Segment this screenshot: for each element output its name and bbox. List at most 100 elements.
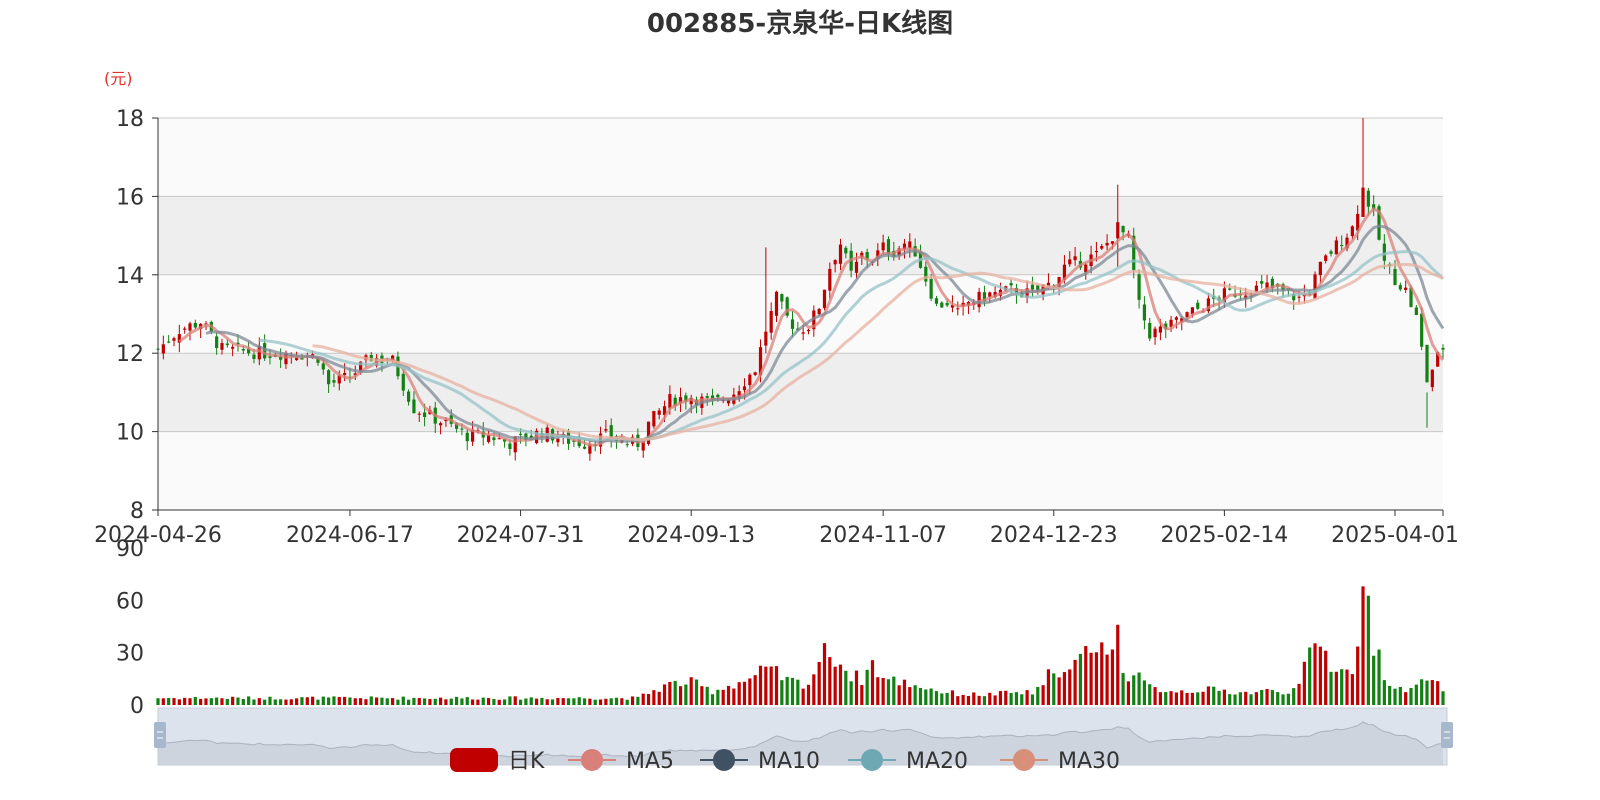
candle-body — [1318, 261, 1322, 276]
candle — [924, 261, 928, 287]
candle-body — [460, 428, 464, 430]
candle-body — [764, 331, 768, 346]
volume-bar — [1142, 680, 1147, 705]
volume-bar — [897, 685, 901, 705]
candle-body — [1137, 274, 1141, 300]
volume-bar — [412, 697, 416, 705]
candle — [678, 387, 683, 413]
candle — [673, 394, 677, 411]
volume-bar — [172, 698, 176, 705]
volume-bar — [359, 698, 363, 705]
candle-body — [1366, 190, 1370, 207]
volume-bar — [1420, 679, 1424, 705]
candle — [1260, 274, 1264, 289]
volume-bar — [316, 699, 320, 705]
candle-body — [1297, 296, 1301, 298]
volume-bar — [1308, 647, 1312, 705]
volume-bar — [369, 696, 373, 705]
candle-body — [774, 291, 779, 316]
volume-bar — [1132, 675, 1136, 705]
volume-bar — [1105, 654, 1109, 705]
candle-body — [1265, 282, 1269, 289]
price-unit-label: (元) — [104, 69, 133, 88]
candle — [1340, 235, 1344, 251]
candle — [769, 302, 773, 340]
volume-bar — [577, 697, 581, 705]
volume-bar — [1036, 686, 1040, 705]
legend-item-ma30[interactable]: MA30 — [1000, 749, 1120, 774]
legend-item-ma10[interactable]: MA10 — [700, 749, 820, 774]
volume-bar — [161, 698, 165, 705]
candle-body — [407, 391, 411, 402]
volume-bar — [550, 699, 555, 705]
candle — [609, 418, 613, 448]
volume-bar — [257, 698, 261, 705]
volume-bar — [454, 696, 459, 705]
candle-body — [470, 429, 475, 442]
candle-body — [801, 332, 805, 334]
candle — [1334, 236, 1338, 255]
data-zoom-slider[interactable] — [154, 707, 1453, 766]
candle — [1105, 234, 1109, 251]
volume-bar — [774, 666, 779, 705]
candle-body — [833, 260, 837, 265]
chart-legend: 日K MA5 MA10 MA20 MA30 — [450, 748, 1120, 774]
candle-body — [950, 305, 955, 308]
candle-body — [1260, 281, 1264, 284]
volume-bar — [241, 699, 245, 705]
volume-bar — [289, 699, 293, 705]
volume-bar — [1009, 693, 1013, 705]
candle-body — [929, 278, 933, 299]
volume-bar — [694, 679, 699, 705]
candle-body — [1196, 302, 1200, 309]
candle-body — [582, 446, 587, 449]
volume-bar — [582, 698, 587, 705]
volume-bar — [860, 685, 864, 705]
candle-body — [513, 436, 517, 453]
candle-body — [193, 322, 197, 328]
candle — [657, 407, 661, 420]
volume-bar — [1046, 669, 1051, 705]
candle-body — [625, 444, 629, 446]
legend-item-k[interactable]: 日K — [450, 748, 545, 774]
candle-body — [1169, 319, 1173, 327]
volume-bar — [225, 698, 229, 705]
zoom-handle[interactable] — [154, 722, 166, 748]
candle-body — [1014, 288, 1019, 296]
candle-body — [231, 346, 235, 349]
volume-bar — [1057, 677, 1061, 705]
volume-bar — [470, 699, 475, 705]
volume-bar — [886, 679, 891, 705]
volume-bar — [1217, 690, 1221, 705]
volume-bar — [1286, 693, 1290, 705]
candle — [806, 328, 811, 335]
volume-bar — [497, 699, 501, 705]
candle — [897, 245, 901, 260]
volume-bar — [785, 676, 789, 705]
legend-item-ma5[interactable]: MA5 — [568, 749, 674, 774]
zoom-handle[interactable] — [1441, 722, 1453, 748]
candle-body — [902, 243, 907, 250]
volume-bar — [1361, 586, 1365, 705]
candle-body — [529, 435, 533, 439]
volume-bar — [657, 691, 661, 705]
candle-body — [1190, 307, 1194, 315]
ma30-line — [312, 262, 1444, 442]
candle-body — [1404, 287, 1408, 290]
volume-bar — [737, 682, 741, 705]
volume-bar — [183, 697, 187, 705]
volume-bar — [1014, 692, 1019, 705]
candle-body — [167, 341, 171, 343]
candle — [844, 245, 848, 259]
candle — [1366, 187, 1370, 216]
candle-body — [1398, 285, 1402, 290]
volume-bar — [566, 698, 571, 705]
volume-bar — [1436, 681, 1440, 705]
volume-bar — [545, 699, 549, 705]
price-band — [158, 431, 1443, 510]
volume-bar — [988, 692, 992, 705]
volume-bar — [476, 699, 480, 705]
candle-body — [279, 356, 283, 360]
legend-item-ma20[interactable]: MA20 — [848, 749, 968, 774]
candle-body — [316, 358, 320, 363]
